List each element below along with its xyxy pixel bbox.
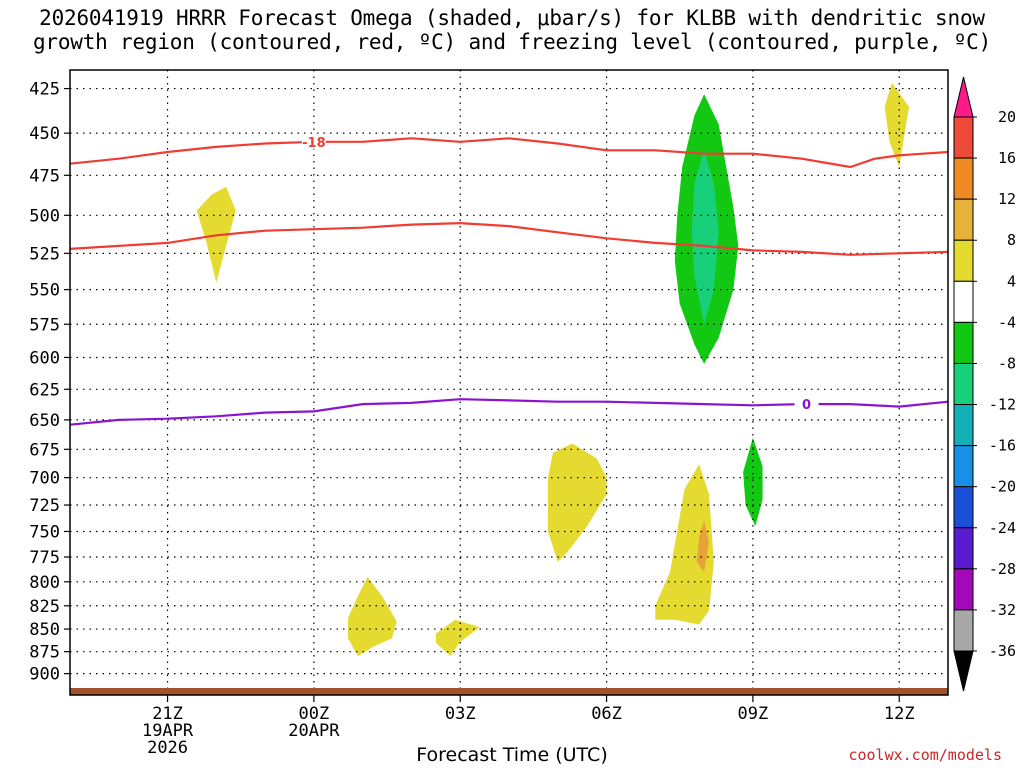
colorbar-label-7: -12 — [989, 396, 1016, 414]
y-tick-label-625: 625 — [29, 380, 60, 400]
omega-region-3 — [435, 619, 480, 657]
colorbar-top-arrow — [953, 76, 974, 118]
x-tick-label-06Z: 06Z — [591, 704, 622, 724]
x-axis-title: Forecast Time (UTC) — [416, 744, 608, 766]
x-tick-label-00Z: 00Z — [299, 704, 330, 724]
y-axis-ticks: 425 450 475 500 525 550 575 600 625 650 675 700 725 7… — [29, 80, 70, 685]
x-tick-year-21Z: 2026 — [147, 738, 188, 758]
colorbar-label-4: 4 — [1007, 272, 1016, 290]
title-line-1: 2026041919 HRRR Forecast Omega (shaded, … — [39, 6, 985, 30]
omega-region-2 — [348, 576, 397, 657]
colorbar: 20 16 12 8 4 -4 -8 -12 -16 -20 -24 -28 -32 -36 — [953, 76, 1016, 692]
colorbar-label-13: -36 — [989, 642, 1016, 660]
x-tick-label-21Z: 21Z — [152, 704, 183, 724]
colorbar-bottom-arrow — [953, 650, 974, 692]
x-tick-label-12Z: 12Z — [884, 704, 915, 724]
credit-link[interactable]: coolwx.com/models — [848, 746, 1002, 764]
grid-lines — [70, 70, 948, 695]
omega-region-5 — [655, 464, 714, 625]
colorbar-label-10: -24 — [989, 519, 1016, 537]
colorbar-swatch-8 — [953, 404, 974, 447]
y-tick-label-775: 775 — [29, 548, 60, 568]
y-tick-label-675: 675 — [29, 440, 60, 460]
colorbar-label-3: 8 — [1007, 231, 1016, 249]
colorbar-swatch-5 — [953, 280, 974, 323]
y-tick-label-800: 800 — [29, 573, 60, 593]
ground-bar — [70, 688, 948, 695]
colorbar-swatch-9 — [953, 445, 974, 488]
y-tick-label-525: 525 — [29, 244, 60, 264]
contour-line-1 — [69, 222, 949, 256]
omega-region-6 — [696, 521, 709, 572]
y-tick-label-650: 650 — [29, 411, 60, 431]
contour-label-bg-0 — [301, 133, 326, 149]
x-tick-label-09Z: 09Z — [738, 704, 769, 724]
colorbar-label-2: 12 — [998, 190, 1016, 208]
colorbar-label-5: -4 — [998, 313, 1016, 331]
y-tick-label-700: 700 — [29, 469, 60, 489]
colorbar-label-11: -28 — [989, 560, 1016, 578]
contour-line-0 — [69, 137, 949, 169]
title-line-2: growth region (contoured, red, ºC) and f… — [32, 30, 992, 54]
y-tick-label-900: 900 — [29, 665, 60, 685]
contour-label-2: 0 — [802, 398, 811, 413]
omega-region-9 — [743, 437, 763, 527]
contour-label-0: -18 — [302, 136, 326, 151]
colorbar-label-0: 20 — [998, 108, 1016, 126]
y-tick-label-600: 600 — [29, 348, 60, 368]
y-tick-label-725: 725 — [29, 496, 60, 516]
y-tick-label-875: 875 — [29, 643, 60, 663]
colorbar-swatch-7 — [953, 362, 974, 406]
colorbar-swatch-11 — [953, 527, 974, 570]
y-tick-label-500: 500 — [29, 206, 60, 226]
colorbar-swatch-6 — [953, 321, 974, 364]
x-tick-label-03Z: 03Z — [445, 704, 476, 724]
colorbar-label-12: -32 — [989, 601, 1016, 619]
omega-shading — [196, 83, 909, 657]
colorbar-swatch-2 — [953, 157, 974, 200]
colorbar-swatch-10 — [953, 486, 974, 529]
contour-label-bg-2 — [794, 396, 819, 412]
colorbar-label-6: -8 — [998, 354, 1016, 372]
x-tick-date-00Z: 20APR — [288, 721, 340, 741]
colorbar-swatch-12 — [953, 568, 974, 611]
y-tick-label-825: 825 — [29, 597, 60, 617]
y-tick-label-425: 425 — [29, 80, 60, 100]
omega-region-4 — [548, 443, 607, 562]
omega-region-1 — [884, 83, 909, 167]
contour-lines: -18 0 — [69, 133, 949, 426]
chart-title: 2026041919 HRRR Forecast Omega (shaded, … — [0, 6, 1024, 54]
y-tick-label-475: 475 — [29, 166, 60, 186]
omega-region-8 — [691, 150, 719, 325]
y-tick-label-750: 750 — [29, 522, 60, 542]
plot-frame — [69, 69, 949, 696]
colorbar-swatch-13 — [953, 609, 974, 652]
y-tick-label-450: 450 — [29, 124, 60, 144]
colorbar-label-8: -16 — [989, 437, 1016, 455]
y-tick-label-850: 850 — [29, 620, 60, 640]
colorbar-label-9: -20 — [989, 478, 1016, 496]
colorbar-label-1: 16 — [998, 149, 1016, 167]
colorbar-swatch-3 — [953, 198, 974, 241]
y-tick-label-550: 550 — [29, 281, 60, 301]
x-tick-date-21Z: 19APR — [142, 721, 194, 741]
y-tick-label-575: 575 — [29, 315, 60, 335]
colorbar-swatch-1 — [953, 116, 974, 159]
colorbar-swatch-4 — [953, 239, 974, 282]
